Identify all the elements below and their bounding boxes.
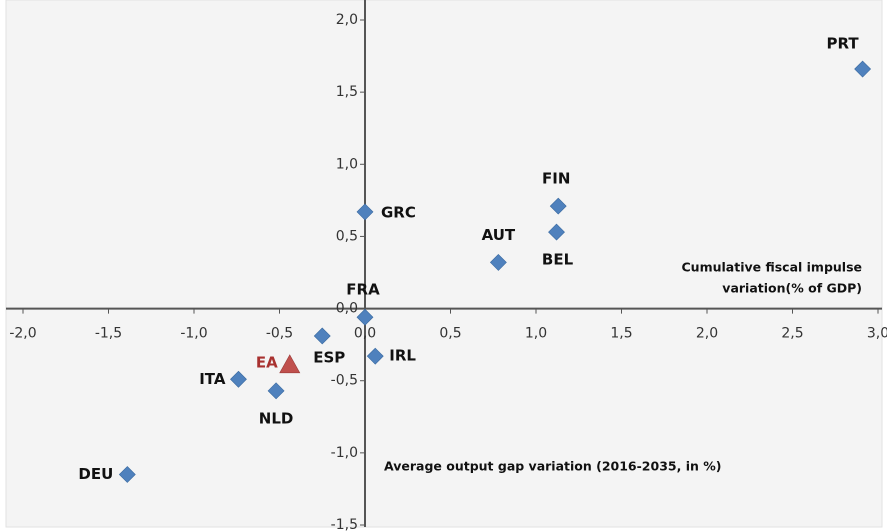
- point: [267, 382, 285, 400]
- point-label: DEU: [78, 465, 113, 483]
- point: [549, 197, 567, 215]
- plot-background: [5, 0, 883, 528]
- x-tick-label: -1,5: [95, 326, 122, 342]
- point-label: ITA: [199, 370, 226, 388]
- y-tick-label: 1,0: [336, 156, 358, 172]
- point: [489, 253, 507, 271]
- x-axis-label: Average output gap variation (2016-2035,…: [384, 459, 721, 474]
- point-label: ESP: [313, 348, 345, 366]
- x-tick-label: 0,5: [439, 326, 461, 342]
- y-tick-label: -0,5: [331, 373, 358, 389]
- point: [548, 223, 565, 241]
- y-axis-label: variation(% of GDP): [722, 281, 862, 296]
- y-tick-label: 1,5: [336, 84, 358, 100]
- y-tick-label: -1,0: [331, 445, 358, 461]
- x-tick-label: 2,5: [781, 326, 803, 342]
- point-label: PRT: [827, 35, 860, 53]
- x-tick-label: 1,0: [525, 326, 547, 342]
- point-label: FRA: [346, 281, 380, 299]
- point: [118, 466, 136, 483]
- point: [313, 327, 331, 345]
- point: [356, 203, 374, 221]
- y-axis-label: Cumulative fiscal impulse: [682, 260, 863, 275]
- x-tick-label: 2,0: [696, 326, 718, 342]
- y-tick-label: 2,0: [336, 12, 358, 28]
- y-tick-label: -1,5: [331, 517, 358, 531]
- point-label: GRC: [381, 203, 416, 221]
- x-tick-label: -1,0: [180, 326, 207, 342]
- point: [356, 308, 374, 326]
- x-tick-label: -0,5: [266, 326, 293, 342]
- x-tick-label: 3,0: [867, 326, 887, 342]
- point: [366, 347, 384, 365]
- point: [279, 354, 301, 374]
- point-label: NLD: [259, 409, 294, 427]
- y-tick-label: 0,0: [336, 301, 358, 317]
- point-label: IRL: [389, 347, 416, 365]
- point-label: BEL: [542, 251, 574, 269]
- y-tick-label: 0,5: [336, 228, 358, 244]
- x-tick-label: -2,0: [9, 326, 36, 342]
- point-label: AUT: [482, 226, 516, 244]
- x-tick-label: 0,0: [354, 326, 376, 342]
- point-label: EA: [256, 353, 278, 371]
- x-tick-label: 1,5: [610, 326, 632, 342]
- point: [854, 60, 872, 78]
- point-label: FIN: [542, 170, 570, 188]
- point: [230, 370, 247, 388]
